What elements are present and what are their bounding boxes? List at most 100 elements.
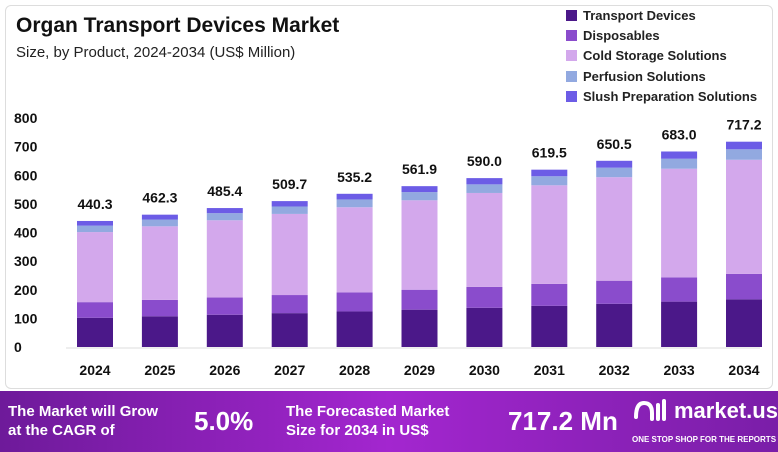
legend-item: Cold Storage Solutions (566, 46, 757, 66)
total-label: 535.2 (337, 169, 372, 185)
forecast-label-line: Size for 2034 in US$ (286, 422, 429, 439)
bar-segment (141, 214, 178, 220)
legend-swatch (566, 29, 577, 41)
cagr-label-line: The Market will Grow (8, 403, 159, 420)
logo-tagline: ONE STOP SHOP FOR THE REPORTS (632, 435, 777, 444)
bar-segment (726, 141, 762, 150)
total-label: 485.4 (207, 183, 242, 199)
chart-title: Organ Transport Devices Market (16, 14, 340, 37)
bar-segment (726, 273, 762, 300)
bar-segment (336, 292, 373, 312)
bar-segment (271, 295, 308, 314)
x-tick-label: 2026 (209, 362, 240, 378)
total-label: 717.2 (726, 117, 761, 133)
legend-swatch (566, 50, 577, 62)
cagr-label-line: at the CAGR of (8, 422, 115, 439)
bar-segment (77, 302, 113, 318)
cagr-label: The Market will Grow at the CAGR of (8, 402, 158, 440)
bar-segment (726, 149, 762, 160)
bar-segment (661, 158, 698, 169)
bar-segment (401, 309, 438, 347)
bar-segment (401, 192, 438, 201)
bar-segment (466, 286, 503, 308)
bar-segment (206, 208, 243, 214)
bar-segment (336, 207, 373, 293)
legend-item: Disposables (566, 25, 757, 45)
bar-segment (271, 201, 308, 207)
bar-segment (271, 213, 308, 296)
x-tick-label: 2029 (404, 362, 435, 378)
x-tick-label: 2027 (274, 362, 305, 378)
total-label: 683.0 (662, 126, 697, 142)
market-us-logo[interactable]: market.us (632, 397, 778, 425)
bar-segment (141, 316, 178, 347)
bar-segment (466, 192, 503, 287)
legend-item: Transport Devices (566, 5, 757, 25)
bar-segment (401, 186, 438, 193)
total-label: 590.0 (467, 153, 502, 169)
cagr-value: 5.0% (194, 406, 254, 436)
logo-mark-icon (634, 399, 666, 421)
bar-segment (531, 176, 568, 186)
y-tick-label: 800 (14, 110, 38, 126)
legend-label: Perfusion Solutions (583, 68, 706, 84)
bar-segment (726, 299, 762, 347)
bar-segment (336, 193, 373, 200)
forecast-label-line: The Forecasted Market (286, 403, 450, 420)
stacked-bar-chart: 0 100 200 300 400 500 600 700 800 440.3 2024 462.3 2… (14, 110, 762, 378)
bar-segment (466, 307, 503, 347)
logo-text: market.us (674, 398, 778, 423)
bar-segment (596, 280, 633, 304)
chart-subtitle: Size, by Product, 2024-2034 (US$ Million… (16, 44, 296, 61)
total-label: 650.5 (597, 136, 632, 152)
x-tick-label: 2030 (469, 362, 500, 378)
bar-segment (596, 177, 633, 281)
bar-segment (336, 311, 373, 347)
legend-label: Cold Storage Solutions (583, 48, 727, 64)
x-tick-label: 2024 (79, 362, 110, 378)
y-tick-label: 0 (14, 339, 22, 355)
legend-label: Disposables (583, 27, 660, 43)
y-tick-label: 700 (14, 139, 38, 155)
legend-swatch (566, 70, 577, 82)
y-tick-label: 600 (14, 167, 38, 183)
forecast-value: 717.2 Mn (508, 406, 618, 436)
legend-label: Slush Preparation Solutions (583, 88, 758, 104)
y-tick-label: 500 (14, 196, 38, 212)
bar-segment (206, 297, 243, 315)
bar-segment (336, 199, 373, 208)
bar-segment (77, 232, 113, 303)
bar-segment (401, 289, 438, 310)
bar-segment (596, 303, 633, 347)
bar-segment (77, 225, 113, 233)
y-tick-label: 400 (14, 225, 38, 241)
x-tick-label: 2034 (728, 362, 759, 378)
legend-swatch (566, 9, 577, 21)
bar-segment (141, 299, 178, 317)
legend-item: Perfusion Solutions (566, 66, 757, 86)
legend-label: Transport Devices (583, 7, 696, 23)
legend-swatch (566, 90, 577, 102)
bar-segment (206, 314, 243, 347)
x-tick-label: 2033 (664, 362, 695, 378)
bar-segment (77, 220, 113, 226)
bar-segment (661, 301, 698, 347)
bar-segment (531, 169, 568, 177)
total-label: 561.9 (402, 161, 437, 177)
x-tick-label: 2031 (534, 362, 565, 378)
legend-item: Slush Preparation Solutions (566, 86, 757, 106)
bar-segment (661, 277, 698, 302)
x-tick-label: 2032 (599, 362, 630, 378)
total-label: 462.3 (142, 190, 177, 206)
x-tick-label: 2025 (144, 362, 175, 378)
bar-segment (466, 184, 503, 193)
bar-segment (206, 213, 243, 221)
bar-segment (77, 317, 113, 347)
y-tick-label: 300 (14, 253, 38, 269)
bar-segment (141, 219, 178, 227)
y-tick-label: 200 (14, 282, 38, 298)
forecast-label: The Forecasted Market Size for 2034 in US… (286, 402, 449, 440)
y-tick-label: 100 (14, 310, 38, 326)
total-label: 509.7 (272, 176, 307, 192)
legend: Transport Devices Disposables Cold Storage… (566, 5, 757, 106)
